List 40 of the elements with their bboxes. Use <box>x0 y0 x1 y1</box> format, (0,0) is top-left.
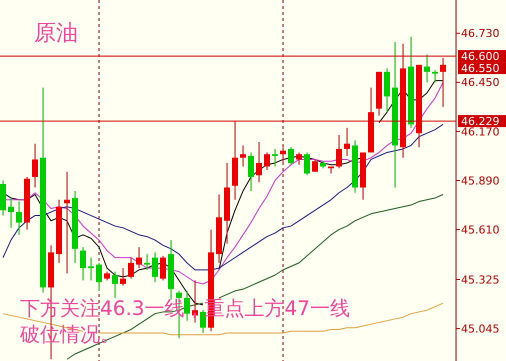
candlestick <box>288 146 294 166</box>
y-tick-label: 45.890 <box>461 174 500 188</box>
candlestick <box>240 144 246 167</box>
candlestick <box>344 127 350 156</box>
candlestick <box>128 257 134 280</box>
candlestick <box>96 262 102 292</box>
candlestick <box>304 152 310 176</box>
candlestick <box>248 152 254 192</box>
ref-line-label: 46.229 <box>461 114 500 128</box>
candlestick <box>272 148 278 167</box>
candlestick <box>440 57 446 108</box>
ref-line-label: 46.600 <box>461 50 500 63</box>
candlestick <box>16 201 22 236</box>
text: 46.550 <box>461 62 500 75</box>
y-tick-label: 46.170 <box>461 125 500 138</box>
candlestick <box>296 152 302 166</box>
candlestick <box>280 146 286 164</box>
y-tick-label: 46.730 <box>461 27 500 40</box>
y-tick-label: 45.045 <box>461 322 500 336</box>
y-tick-label: 45.325 <box>461 273 500 286</box>
candlestick <box>112 271 118 298</box>
candlestick <box>136 246 142 269</box>
candlestick <box>120 268 126 286</box>
candlestick <box>8 198 14 228</box>
candlestick <box>424 54 430 83</box>
candlestick <box>256 141 262 183</box>
candlestick <box>264 152 270 170</box>
line-series <box>2 124 444 270</box>
candlestick <box>64 171 70 274</box>
candlestick <box>160 255 166 281</box>
y-tick-label: 45.610 <box>461 223 500 236</box>
candlestick <box>184 290 190 322</box>
candlestick <box>200 310 206 334</box>
text: 原油 <box>34 21 78 46</box>
candlestick <box>312 158 318 172</box>
candlestick <box>32 143 38 188</box>
candlestick <box>80 246 86 281</box>
candlestick <box>336 134 342 169</box>
y-tick-label: 46.450 <box>461 76 500 90</box>
candlestick <box>152 252 158 283</box>
